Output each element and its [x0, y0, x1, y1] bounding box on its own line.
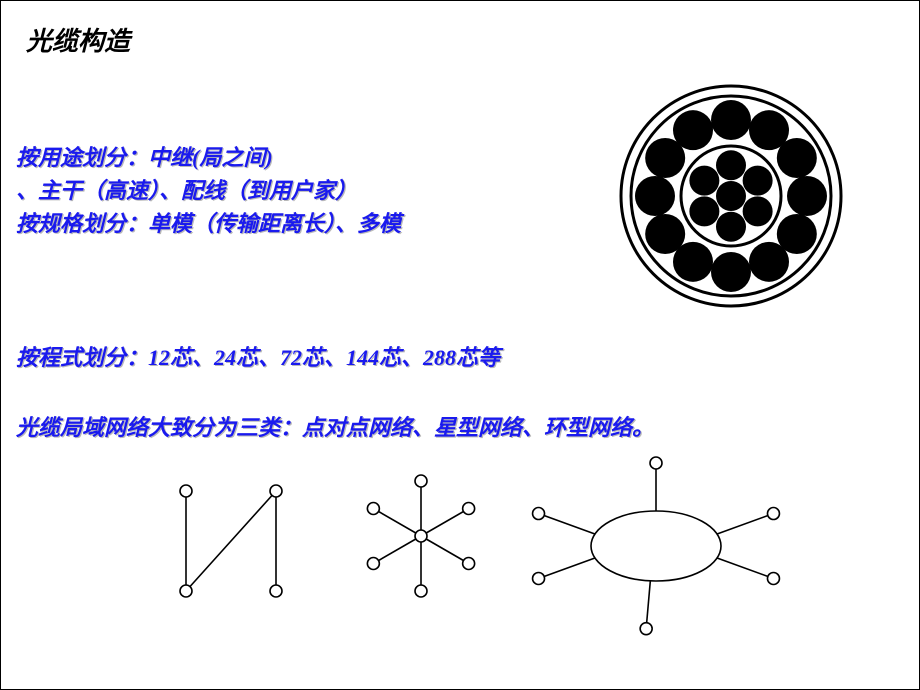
page-title: 光缆构造: [26, 21, 130, 58]
topology-diagrams: [156, 456, 796, 636]
topology-point-to-point: [180, 485, 282, 597]
paragraph-usage-spec: 按用途划分：中继(局之间) 、主干（高速）、配线（到用户家） 按规格划分：单模（…: [16, 141, 576, 240]
cable-cross-section-diagram: [611, 76, 851, 316]
paragraph-topologies: 光缆局域网络大致分为三类：点对点网络、星型网络、环型网络。: [16, 411, 654, 444]
paragraph-core-counts: 按程式划分：12芯、24芯、72芯、144芯、288芯等: [16, 341, 500, 374]
topology-star: [367, 475, 474, 597]
topology-ring: [533, 457, 780, 635]
